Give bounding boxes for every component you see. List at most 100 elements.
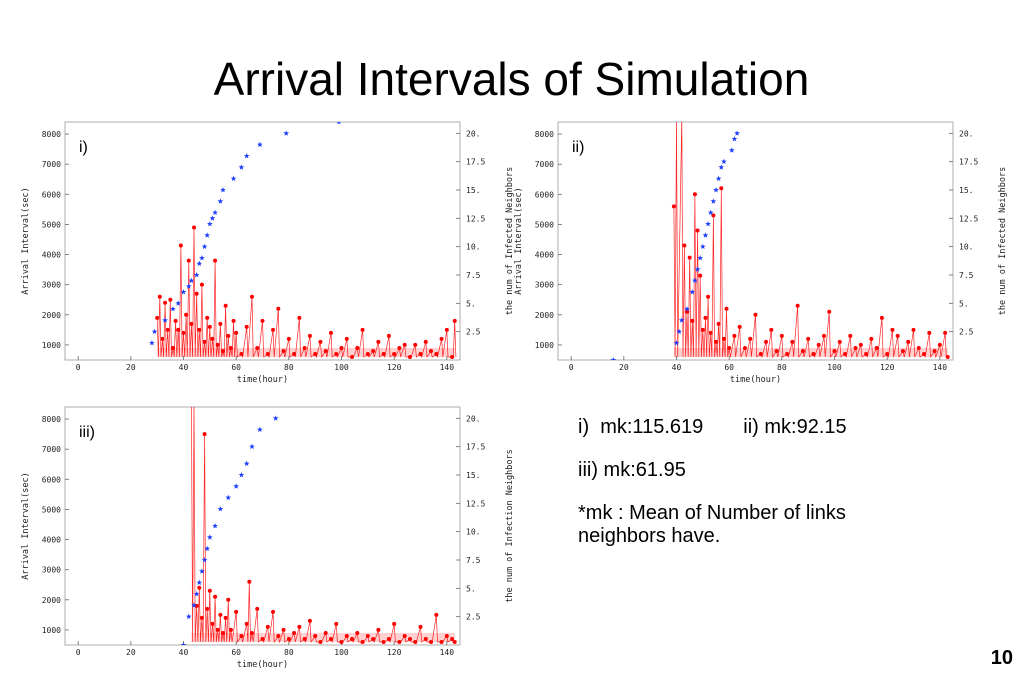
x-tick-label: 140 xyxy=(933,363,948,372)
chart-panel-iii: 100020003000400050006000700080002.55.7.5… xyxy=(21,406,515,670)
interval-point xyxy=(173,318,178,323)
x-tick-label: 40 xyxy=(672,363,682,372)
interval-point xyxy=(302,345,307,350)
x-axis-label: time(hour) xyxy=(237,375,288,385)
interval-point xyxy=(176,327,181,332)
x-tick-label: 60 xyxy=(724,363,734,372)
interval-point xyxy=(450,636,455,641)
panel-label: i) xyxy=(79,139,88,156)
interval-point xyxy=(843,351,848,356)
interval-point xyxy=(439,336,444,341)
interval-point xyxy=(937,342,942,347)
y2-tick-label: 7.5 xyxy=(466,556,481,565)
interval-point xyxy=(168,297,173,302)
neighbor-star xyxy=(206,221,213,227)
interval-point xyxy=(192,225,197,230)
interval-point xyxy=(221,630,225,635)
panel-label: ii) xyxy=(572,139,584,156)
interval-point xyxy=(228,345,233,350)
interval-point xyxy=(186,258,191,263)
interval-point xyxy=(692,192,697,197)
neighbor-star xyxy=(689,289,696,295)
interval-point xyxy=(239,351,244,356)
interval-point xyxy=(695,228,700,233)
neighbor-star xyxy=(180,289,187,295)
interval-point xyxy=(418,624,423,629)
interval-point xyxy=(452,639,457,644)
x-tick-label: 140 xyxy=(440,648,455,657)
interval-point xyxy=(848,333,853,338)
interval-point xyxy=(703,315,708,320)
interval-point xyxy=(753,312,758,317)
y-axis-label: Arrival Interval(sec) xyxy=(21,472,31,579)
interval-point xyxy=(344,633,349,638)
interval-point xyxy=(371,636,376,641)
interval-point xyxy=(197,327,202,332)
interval-point xyxy=(239,633,244,638)
interval-point xyxy=(218,321,223,326)
neighbor-star xyxy=(170,306,176,312)
interval-point xyxy=(276,633,281,638)
interval-point xyxy=(292,630,297,635)
interval-point xyxy=(249,294,254,299)
interval-point xyxy=(376,627,381,632)
interval-point xyxy=(732,333,737,338)
y-tick-label: 4000 xyxy=(42,536,61,545)
interval-point xyxy=(418,351,423,356)
interval-point xyxy=(916,345,921,350)
neighbor-star xyxy=(238,472,245,478)
neighbor-star xyxy=(734,130,740,136)
y2-tick-label: 5. xyxy=(466,299,476,308)
interval-point xyxy=(244,621,249,626)
interval-point xyxy=(927,330,932,335)
interval-point xyxy=(397,639,402,644)
neighbor-star xyxy=(249,443,255,450)
interval-point xyxy=(165,327,170,332)
interval-point xyxy=(276,306,281,311)
interval-point xyxy=(832,348,837,353)
neighbor-star xyxy=(721,158,727,165)
interval-point xyxy=(223,615,228,620)
interval-point xyxy=(202,432,207,437)
interval-point xyxy=(223,303,228,308)
interval-point xyxy=(360,639,365,644)
interval-point xyxy=(371,348,376,353)
interval-point xyxy=(334,621,339,626)
x-tick-label: 140 xyxy=(440,363,455,372)
plot-area xyxy=(610,122,950,360)
interval-point xyxy=(281,348,286,353)
interval-point xyxy=(779,333,784,338)
interval-point xyxy=(682,243,687,248)
y-tick-label: 8000 xyxy=(42,415,61,424)
interval-point xyxy=(365,633,370,638)
interval-point xyxy=(885,351,890,356)
interval-point xyxy=(724,306,729,311)
interval-point xyxy=(307,618,312,623)
interval-point xyxy=(210,336,215,341)
interval-line xyxy=(156,227,457,359)
neighbor-star xyxy=(676,328,682,335)
interval-point xyxy=(392,621,397,626)
y-tick-label: 3000 xyxy=(42,281,61,290)
interval-band xyxy=(673,347,948,357)
x-tick-label: 0 xyxy=(76,363,81,372)
interval-point xyxy=(213,258,218,263)
interval-point xyxy=(265,351,270,356)
interval-point xyxy=(260,318,265,323)
x-tick-label: 20 xyxy=(619,363,629,372)
interval-point xyxy=(207,324,212,329)
y2-tick-label: 15. xyxy=(466,186,480,195)
neighbor-star xyxy=(217,506,224,512)
interval-point xyxy=(157,294,162,299)
y-tick-label: 8000 xyxy=(42,130,61,139)
interval-point xyxy=(943,330,948,335)
interval-point xyxy=(790,339,795,344)
y2-axis-label: the num of Infected Neighbors xyxy=(998,167,1008,315)
y-tick-label: 7000 xyxy=(42,160,61,169)
neighbor-star xyxy=(283,130,290,136)
note-definition: *mk : Mean of Number of links neighbors … xyxy=(578,502,846,547)
neighbor-star xyxy=(337,122,341,125)
neighbor-star xyxy=(201,243,208,250)
interval-point xyxy=(800,348,805,353)
interval-point xyxy=(714,339,718,344)
